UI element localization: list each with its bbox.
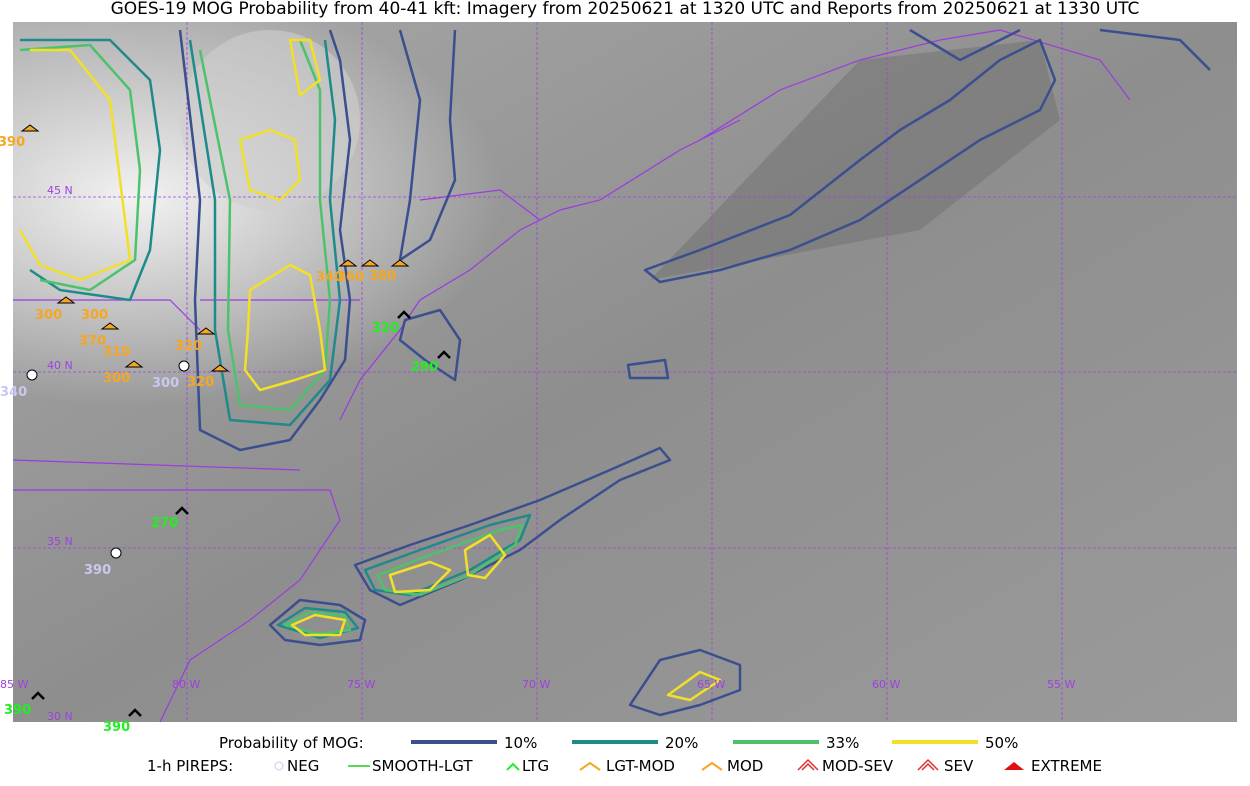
lon-label: 80 W xyxy=(172,678,200,691)
pirep-label: 300 xyxy=(103,371,130,386)
lon-label: 65 W xyxy=(697,678,725,691)
lon-label: 55 W xyxy=(1047,678,1075,691)
neg-icon xyxy=(26,369,38,381)
contour-10 xyxy=(353,446,672,607)
lat-label: 40 N xyxy=(47,359,73,372)
contour-10 xyxy=(643,38,1057,284)
ltg-icons xyxy=(31,310,451,717)
pirep-label: 310 xyxy=(103,345,130,360)
title: GOES-19 MOG Probability from 40-41 kft: … xyxy=(111,0,1140,19)
pirep-labels: 390 340 360 380 300 300 370 310 320 300 … xyxy=(0,135,438,735)
pirep-label: 390 xyxy=(103,720,130,735)
lat-label: 30 N xyxy=(47,710,73,723)
pirep-label: 360 xyxy=(337,270,364,285)
lat-label: 45 N xyxy=(47,184,73,197)
legend-icon xyxy=(579,761,601,771)
contour-10 xyxy=(178,29,352,452)
pirep-label: 270 xyxy=(151,516,178,531)
contour-10 xyxy=(398,308,742,717)
legend-label: 20% xyxy=(665,734,698,752)
contour-33 xyxy=(19,43,142,292)
pirep-label: 390 xyxy=(0,135,25,150)
ltg-icon xyxy=(31,310,451,717)
legend: Probability of MOG: 10% 20% 33% 50% 1-h … xyxy=(147,734,1102,775)
pirep-label: 320 xyxy=(372,321,399,336)
contour-20 xyxy=(20,38,162,302)
pirep-label: 300 xyxy=(81,308,108,323)
contour-10 xyxy=(398,29,457,262)
lat-label: 35 N xyxy=(47,535,73,548)
legend-title: 1-h PIREPS: xyxy=(147,757,233,775)
dry-slot xyxy=(650,40,1060,280)
pirep-label: 340 xyxy=(0,385,27,400)
contours xyxy=(18,28,1211,717)
legend-label: MOD-SEV xyxy=(822,757,894,775)
legend-icon xyxy=(917,758,939,771)
legend-icon xyxy=(797,758,819,771)
pirep-label: 320 xyxy=(175,339,202,354)
map: 45 N 40 N 35 N 30 N 85 W 80 W 75 W 70 W … xyxy=(0,22,1237,735)
pirep-label: 390 xyxy=(84,563,111,578)
contour-50 xyxy=(238,38,322,202)
pirep-label: 300 xyxy=(152,376,179,391)
lon-label: 60 W xyxy=(872,678,900,691)
legend-icon xyxy=(701,761,723,771)
legend-label: MOD xyxy=(727,757,763,775)
grid-labels: 45 N 40 N 35 N 30 N 85 W 80 W 75 W 70 W … xyxy=(0,184,1075,723)
contour-20 xyxy=(188,39,342,427)
pirep-label: 370 xyxy=(79,334,106,349)
legend-label: LTG xyxy=(522,757,549,775)
legend-icon xyxy=(1004,762,1024,770)
legend-icon xyxy=(274,761,284,771)
coastlines xyxy=(12,29,1131,723)
contour-50 xyxy=(18,48,132,282)
pirep-icons xyxy=(20,124,410,372)
pirep-label: 390 xyxy=(4,703,31,718)
neg-icons xyxy=(26,360,190,559)
contour-50 xyxy=(290,533,722,702)
pirep-label: 290 xyxy=(411,360,438,375)
legend-title: Probability of MOG: xyxy=(219,734,364,752)
pirep-label: 380 xyxy=(369,269,396,284)
legend-label: 10% xyxy=(504,734,537,752)
contour-10 xyxy=(268,598,367,647)
lon-label: 70 W xyxy=(522,678,550,691)
legend-label: 50% xyxy=(985,734,1018,752)
legend-label: 33% xyxy=(826,734,859,752)
legend-label: SEV xyxy=(944,757,974,775)
pirep-label: 340 xyxy=(316,270,343,285)
grid xyxy=(13,22,1237,722)
legend-label: LGT-MOD xyxy=(606,757,675,775)
pirep-label: 300 xyxy=(35,308,62,323)
contour-50 xyxy=(243,263,327,392)
neg-icon xyxy=(110,547,122,559)
legend-icon xyxy=(506,762,520,771)
lon-label: 75 W xyxy=(347,678,375,691)
neg-icon xyxy=(178,360,190,372)
legend-label: EXTREME xyxy=(1031,757,1102,775)
legend-label: NEG xyxy=(287,757,319,775)
contour-33 xyxy=(198,39,332,412)
pirep-label: 320 xyxy=(187,375,214,390)
cloud xyxy=(180,30,360,210)
lon-label: 85 W xyxy=(0,678,28,691)
contour-10 xyxy=(909,28,1211,71)
legend-label: SMOOTH-LGT xyxy=(372,757,473,775)
mod-icons xyxy=(20,124,410,372)
